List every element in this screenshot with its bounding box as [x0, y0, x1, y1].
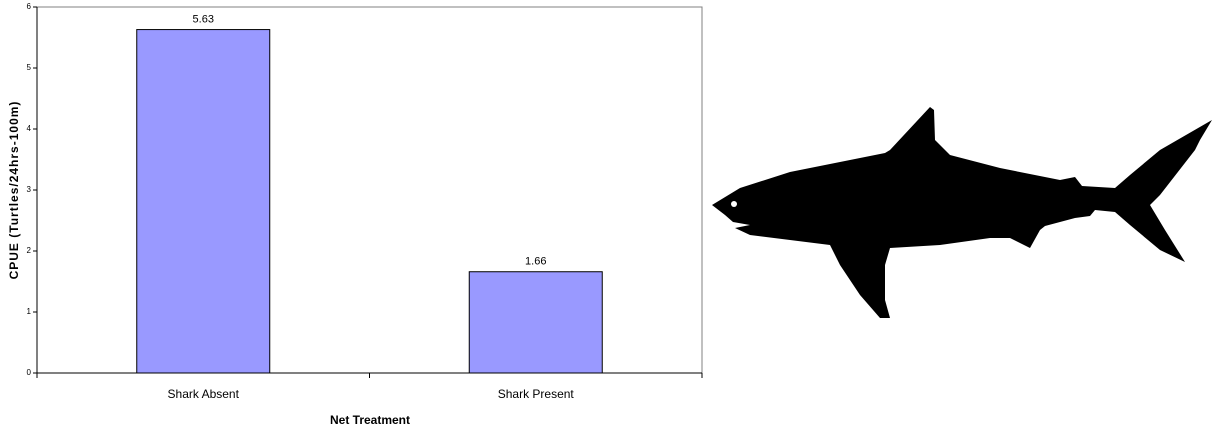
data-label: 1.66 — [525, 256, 546, 268]
y-tick-label: 6 — [27, 2, 32, 11]
x-tick-label: Shark Absent — [168, 387, 240, 401]
shark-silhouette — [712, 107, 1212, 318]
y-tick-label: 5 — [27, 63, 32, 72]
x-axis-title: Net Treatment — [330, 413, 410, 427]
y-tick-label: 3 — [27, 185, 32, 194]
data-label: 5.63 — [193, 13, 214, 25]
y-tick-label: 4 — [27, 124, 32, 133]
y-axis-title: CPUE (Turtles/24hrs-100m) — [7, 101, 21, 280]
x-tick-label: Shark Present — [498, 387, 575, 401]
y-tick-label: 1 — [27, 307, 32, 316]
y-tick-label: 2 — [27, 246, 32, 255]
bar — [136, 29, 271, 374]
bar — [468, 271, 603, 374]
y-tick-label: 0 — [27, 368, 32, 377]
